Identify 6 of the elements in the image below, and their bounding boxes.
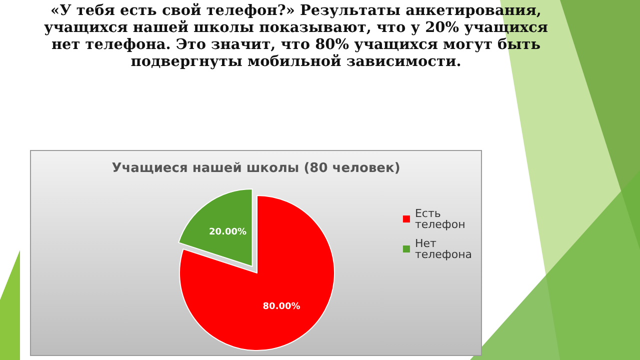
data-label: 80.00% xyxy=(262,302,300,312)
chart-title: Учащиеся нашей школы (80 человек) xyxy=(112,161,400,176)
text: «У тебя есть свой телефон?» Результаты анкетирования, учащихся нашей школы показывают, что у 20% учащихся нет телефона. Это значит, что 80% учащихся могут быть подвергнуты мобильной зависимости. xyxy=(42,2,550,70)
legend-label: Есть телефон xyxy=(414,207,466,231)
legend-label: Нет телефона xyxy=(414,237,472,261)
data-label: 20.00% xyxy=(209,228,246,238)
